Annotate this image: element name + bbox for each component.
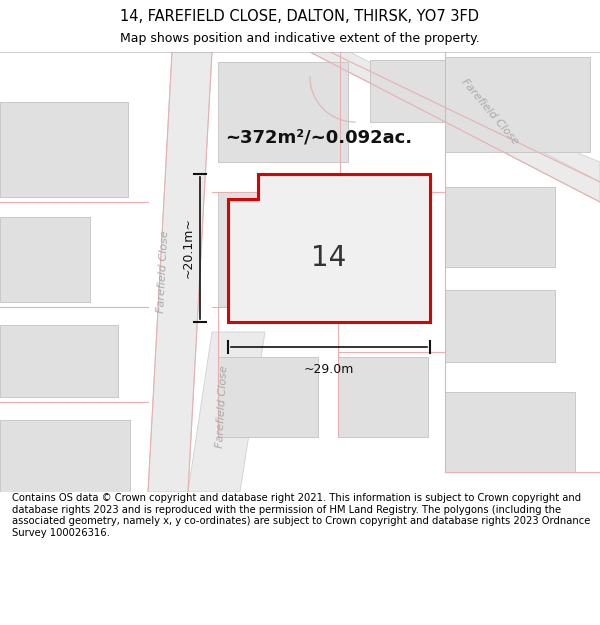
Polygon shape xyxy=(148,52,212,492)
Polygon shape xyxy=(188,332,265,492)
Text: ~29.0m: ~29.0m xyxy=(304,363,354,376)
Polygon shape xyxy=(310,52,600,202)
Bar xyxy=(0,325,118,397)
Bar xyxy=(370,60,480,122)
Text: Map shows position and indicative extent of the property.: Map shows position and indicative extent… xyxy=(120,32,480,45)
Text: 14, FAREFIELD CLOSE, DALTON, THIRSK, YO7 3FD: 14, FAREFIELD CLOSE, DALTON, THIRSK, YO7… xyxy=(121,9,479,24)
Bar xyxy=(0,102,128,197)
Text: 14: 14 xyxy=(311,244,347,272)
Text: Farefield Close: Farefield Close xyxy=(156,231,170,314)
Text: Farefield Close: Farefield Close xyxy=(460,77,520,147)
Text: Farefield Close: Farefield Close xyxy=(215,366,229,449)
Text: Contains OS data © Crown copyright and database right 2021. This information is : Contains OS data © Crown copyright and d… xyxy=(12,493,590,538)
Bar xyxy=(445,392,575,472)
Polygon shape xyxy=(310,52,600,202)
Bar xyxy=(218,357,318,437)
Bar xyxy=(218,62,348,162)
Bar xyxy=(445,187,555,267)
Bar xyxy=(338,357,428,437)
Bar xyxy=(218,192,338,307)
Bar xyxy=(445,57,590,152)
Bar xyxy=(0,420,130,492)
Text: ~20.1m~: ~20.1m~ xyxy=(182,217,194,279)
Polygon shape xyxy=(228,174,430,322)
Bar xyxy=(0,217,90,302)
Text: ~372m²/~0.092ac.: ~372m²/~0.092ac. xyxy=(225,128,412,146)
Bar xyxy=(445,290,555,362)
